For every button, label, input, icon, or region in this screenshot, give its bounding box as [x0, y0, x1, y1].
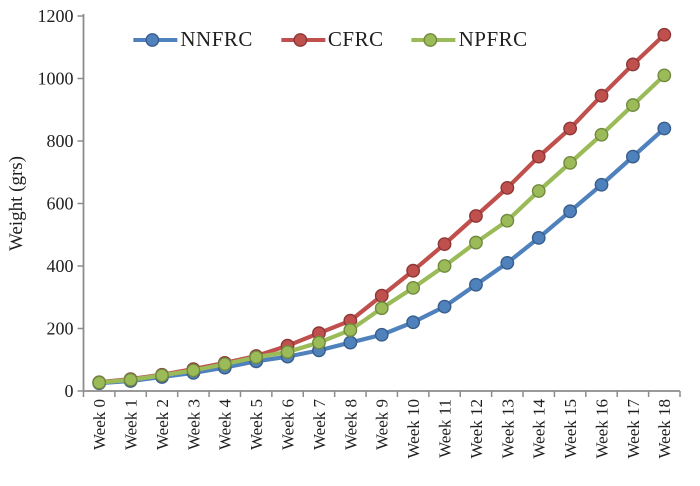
x-tick-label: Week 15 — [561, 399, 580, 459]
y-tick-label: 400 — [47, 256, 74, 276]
data-point-NNFRC-Week 10 — [406, 315, 421, 330]
legend-dot-NPFRC — [423, 32, 438, 47]
legend-dot-NNFRC — [145, 32, 160, 47]
x-tick-label: Week 1 — [122, 399, 141, 450]
data-point-CFRC-Week 9 — [374, 288, 389, 303]
x-tick-label: Week 18 — [655, 399, 674, 459]
legend-marker-CFRC — [280, 32, 325, 47]
y-tick-label: 1200 — [38, 6, 74, 26]
data-point-CFRC-Week 12 — [469, 209, 483, 223]
data-point-CFRC-Week 15 — [563, 121, 578, 136]
data-point-NPFRC-Week 11 — [437, 259, 452, 273]
y-tick-label: 200 — [47, 319, 74, 339]
data-point-CFRC-Week 10 — [406, 263, 421, 278]
data-point-NPFRC-Week 2 — [155, 368, 169, 383]
data-point-CFRC-Week 13 — [500, 180, 515, 195]
x-tick-label: Week 11 — [435, 399, 454, 458]
data-point-NPFRC-Week 7 — [312, 335, 326, 350]
chart-legend: NNFRC CFRC NPFRC — [132, 27, 527, 52]
data-point-NPFRC-Week 13 — [500, 213, 515, 228]
data-point-CFRC-Week 11 — [437, 237, 452, 252]
y-tick-label: 0 — [65, 381, 74, 401]
data-point-NPFRC-Week 17 — [626, 98, 640, 112]
data-point-NNFRC-Week 14 — [531, 230, 546, 245]
data-point-NNFRC-Week 8 — [343, 335, 358, 350]
data-point-NNFRC-Week 18 — [657, 121, 672, 136]
data-point-NPFRC-Week 12 — [469, 235, 483, 250]
data-point-CFRC-Week 18 — [657, 27, 672, 42]
x-tick-label: Week 6 — [279, 399, 298, 450]
data-point-NPFRC-Week 9 — [374, 301, 389, 316]
legend-label-NNFRC: NNFRC — [180, 27, 253, 51]
data-point-NPFRC-Week 18 — [657, 68, 672, 83]
x-tick-label: Week 17 — [624, 399, 643, 459]
data-point-CFRC-Week 14 — [531, 149, 546, 164]
x-tick-label: Week 14 — [530, 399, 549, 459]
x-tick-label: Week 5 — [247, 399, 266, 450]
data-point-NNFRC-Week 15 — [563, 204, 578, 219]
x-tick-label: Week 8 — [341, 399, 360, 450]
data-point-NPFRC-Week 15 — [563, 155, 578, 170]
legend-label-NPFRC: NPFRC — [458, 27, 528, 51]
x-tick-label: Week 7 — [310, 399, 329, 451]
data-point-NNFRC-Week 13 — [500, 255, 515, 270]
series-line-NNFRC — [97, 126, 667, 386]
x-tick-label: Week 16 — [592, 399, 611, 459]
data-point-NNFRC-Week 16 — [594, 177, 609, 192]
data-point-NPFRC-Week 3 — [186, 363, 201, 378]
x-tick-label: Week 3 — [184, 399, 203, 450]
x-tick-label: Week 10 — [404, 399, 423, 459]
x-tick-label: Week 2 — [153, 399, 172, 450]
data-point-CFRC-Week 17 — [626, 57, 640, 72]
y-axis-title: Weight (grs) — [6, 156, 27, 251]
y-tick-label: 600 — [47, 194, 74, 214]
data-point-NPFRC-Week 4 — [217, 357, 232, 372]
data-point-NPFRC-Week 14 — [531, 184, 546, 198]
data-point-NPFRC-Week 6 — [280, 345, 295, 359]
x-tick-label: Week 12 — [467, 399, 486, 459]
data-point-NPFRC-Week 8 — [343, 323, 358, 337]
x-tick-label: Week 0 — [90, 399, 109, 450]
y-tick-label: 800 — [47, 131, 74, 151]
legend-label-CFRC: CFRC — [327, 27, 384, 51]
legend-item-CFRC: CFRC — [280, 27, 384, 52]
legend-dot-CFRC — [292, 32, 307, 47]
x-tick-label: Week 4 — [216, 399, 235, 451]
legend-marker-NPFRC — [411, 32, 456, 47]
y-tick-label: 1000 — [38, 69, 74, 89]
legend-item-NPFRC: NPFRC — [411, 27, 528, 52]
x-tick-label: Week 13 — [498, 399, 517, 459]
x-tick-label: Week 9 — [373, 399, 392, 450]
data-point-CFRC-Week 16 — [594, 88, 609, 103]
data-point-NPFRC-Week 1 — [123, 372, 138, 387]
data-point-NPFRC-Week 0 — [92, 375, 107, 390]
data-point-NNFRC-Week 9 — [374, 327, 389, 342]
data-point-NNFRC-Week 12 — [469, 277, 483, 292]
data-point-NPFRC-Week 5 — [249, 350, 264, 365]
data-point-NPFRC-Week 10 — [406, 280, 421, 295]
data-point-NNFRC-Week 11 — [437, 299, 452, 314]
data-point-NNFRC-Week 17 — [626, 149, 640, 164]
legend-item-NNFRC: NNFRC — [132, 27, 253, 52]
data-point-NPFRC-Week 16 — [594, 127, 609, 142]
legend-marker-NNFRC — [133, 32, 178, 47]
